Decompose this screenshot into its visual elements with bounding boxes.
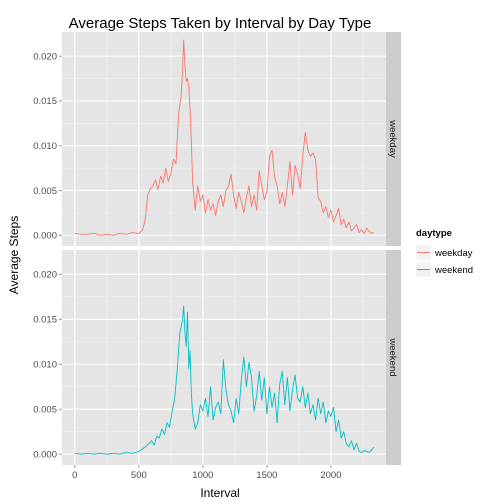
facet-strip — [386, 32, 401, 246]
panel-background — [62, 32, 386, 246]
y-tick-label: 0.015 — [33, 96, 57, 107]
y-tick-label: 0.015 — [33, 315, 57, 326]
facet-panels: 0.0000.0050.0100.0150.020weekday0.0000.0… — [33, 32, 401, 481]
x-tick-label: 0 — [72, 470, 77, 481]
series-line-weekend — [74, 305, 375, 455]
x-axis-title: Interval — [200, 486, 239, 500]
y-axis-title: Average Steps — [7, 216, 21, 295]
legend-entry-weekday: weekday — [415, 244, 473, 261]
facet-strip — [386, 250, 401, 465]
panel-weekday: 0.000 0.005 0.010 0.015 0.020 weekday — [33, 32, 401, 246]
y-tick-label: 0.005 — [33, 186, 57, 197]
legend-title: daytype — [416, 228, 452, 239]
x-tick-label: 1500 — [256, 470, 277, 481]
x-tick-label: 500 — [131, 470, 147, 481]
y-tick-label: 0.010 — [33, 360, 57, 371]
y-tick-label: 0.005 — [33, 405, 57, 416]
y-tick-label: 0.020 — [33, 51, 57, 62]
facet-strip-label: weekday — [387, 119, 398, 158]
y-tick-label: 0.000 — [33, 231, 57, 242]
x-tick-label: 2000 — [320, 470, 341, 481]
chart-title: Average Steps Taken by Interval by Day T… — [69, 15, 372, 32]
facet-strip-label: weekend — [387, 337, 398, 376]
y-tick-label: 0.010 — [33, 141, 57, 152]
y-tick-label: 0.000 — [33, 450, 57, 461]
legend-entry-weekend: weekend — [415, 261, 473, 278]
legend-label: weekend — [434, 265, 473, 276]
y-tick-label: 0.020 — [33, 270, 57, 281]
legend: daytype weekday weekend — [415, 228, 473, 278]
panel-background — [62, 250, 386, 465]
panel-weekend: 0.000 0.005 0.010 0.015 0.020 weekend 0 500 1000… — [33, 250, 401, 481]
series-line-weekday — [74, 39, 375, 236]
x-tick-label: 1000 — [192, 470, 213, 481]
legend-label: weekday — [434, 248, 473, 259]
